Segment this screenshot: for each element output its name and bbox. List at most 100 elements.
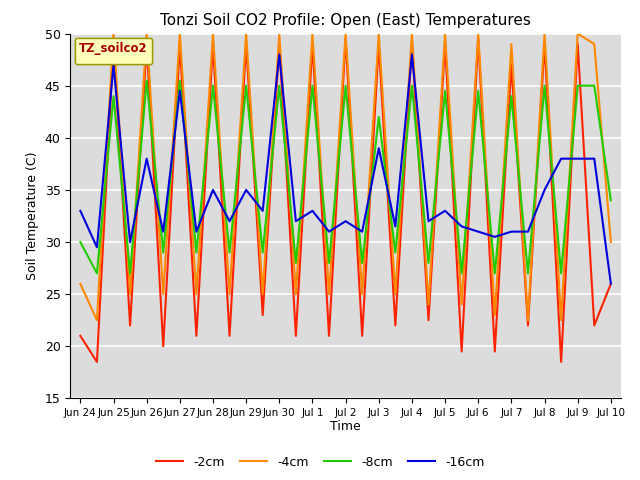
-16cm bbox=[508, 229, 515, 235]
-8cm bbox=[375, 114, 383, 120]
-2cm bbox=[193, 333, 200, 339]
-16cm bbox=[308, 208, 316, 214]
-8cm bbox=[358, 260, 366, 266]
-16cm bbox=[109, 62, 117, 68]
-16cm bbox=[441, 208, 449, 214]
-8cm bbox=[226, 250, 234, 255]
-2cm bbox=[591, 323, 598, 328]
-2cm bbox=[358, 333, 366, 339]
-2cm bbox=[259, 312, 266, 318]
-4cm bbox=[77, 281, 84, 287]
-4cm bbox=[292, 291, 300, 297]
-4cm bbox=[474, 31, 482, 36]
-2cm bbox=[93, 359, 100, 365]
-4cm bbox=[441, 31, 449, 36]
-8cm bbox=[574, 83, 582, 89]
-16cm bbox=[275, 51, 283, 57]
-4cm bbox=[574, 31, 582, 36]
-4cm bbox=[308, 31, 316, 36]
-2cm bbox=[408, 41, 416, 47]
-8cm bbox=[524, 270, 532, 276]
-4cm bbox=[109, 31, 117, 36]
-16cm bbox=[209, 187, 217, 193]
-4cm bbox=[358, 291, 366, 297]
-8cm bbox=[275, 83, 283, 89]
-16cm bbox=[226, 218, 234, 224]
Line: -2cm: -2cm bbox=[81, 39, 611, 362]
-4cm bbox=[209, 31, 217, 36]
-2cm bbox=[441, 41, 449, 47]
-8cm bbox=[77, 239, 84, 245]
-4cm bbox=[243, 31, 250, 36]
-2cm bbox=[325, 333, 333, 339]
-4cm bbox=[342, 31, 349, 36]
-16cm bbox=[143, 156, 150, 162]
-2cm bbox=[541, 41, 548, 47]
-2cm bbox=[176, 41, 184, 47]
-4cm bbox=[392, 291, 399, 297]
-8cm bbox=[474, 88, 482, 94]
-8cm bbox=[209, 83, 217, 89]
-4cm bbox=[607, 239, 614, 245]
-2cm bbox=[458, 348, 465, 354]
-4cm bbox=[93, 317, 100, 323]
-16cm bbox=[243, 187, 250, 193]
-16cm bbox=[325, 229, 333, 235]
-4cm bbox=[259, 291, 266, 297]
-16cm bbox=[425, 218, 433, 224]
-16cm bbox=[392, 224, 399, 229]
-8cm bbox=[93, 270, 100, 276]
-2cm bbox=[574, 41, 582, 47]
-4cm bbox=[591, 41, 598, 47]
-8cm bbox=[193, 250, 200, 255]
-8cm bbox=[109, 93, 117, 99]
-4cm bbox=[557, 317, 565, 323]
-2cm bbox=[292, 333, 300, 339]
-8cm bbox=[425, 260, 433, 266]
-2cm bbox=[474, 36, 482, 42]
-16cm bbox=[557, 156, 565, 162]
-8cm bbox=[408, 83, 416, 89]
-2cm bbox=[375, 41, 383, 47]
-4cm bbox=[143, 31, 150, 36]
-8cm bbox=[292, 260, 300, 266]
-16cm bbox=[93, 244, 100, 250]
-2cm bbox=[524, 323, 532, 328]
-8cm bbox=[325, 260, 333, 266]
-8cm bbox=[508, 93, 515, 99]
-16cm bbox=[607, 281, 614, 287]
-8cm bbox=[243, 83, 250, 89]
-8cm bbox=[392, 250, 399, 255]
-8cm bbox=[159, 250, 167, 255]
-2cm bbox=[209, 41, 217, 47]
-2cm bbox=[491, 348, 499, 354]
-16cm bbox=[408, 51, 416, 57]
-16cm bbox=[358, 229, 366, 235]
-4cm bbox=[524, 317, 532, 323]
-16cm bbox=[458, 224, 465, 229]
-16cm bbox=[259, 208, 266, 214]
X-axis label: Time: Time bbox=[330, 420, 361, 432]
-2cm bbox=[77, 333, 84, 339]
-16cm bbox=[126, 239, 134, 245]
Line: -8cm: -8cm bbox=[81, 81, 611, 273]
-16cm bbox=[474, 229, 482, 235]
-16cm bbox=[524, 229, 532, 235]
-8cm bbox=[541, 83, 548, 89]
-8cm bbox=[126, 270, 134, 276]
-4cm bbox=[425, 302, 433, 308]
-16cm bbox=[342, 218, 349, 224]
-16cm bbox=[193, 229, 200, 235]
-4cm bbox=[325, 291, 333, 297]
-8cm bbox=[458, 270, 465, 276]
-2cm bbox=[392, 323, 399, 328]
-2cm bbox=[109, 41, 117, 47]
Legend:  bbox=[76, 38, 152, 64]
-4cm bbox=[541, 31, 548, 36]
-4cm bbox=[193, 291, 200, 297]
-8cm bbox=[607, 197, 614, 203]
-4cm bbox=[275, 31, 283, 36]
-8cm bbox=[441, 88, 449, 94]
-16cm bbox=[491, 234, 499, 240]
-8cm bbox=[308, 83, 316, 89]
